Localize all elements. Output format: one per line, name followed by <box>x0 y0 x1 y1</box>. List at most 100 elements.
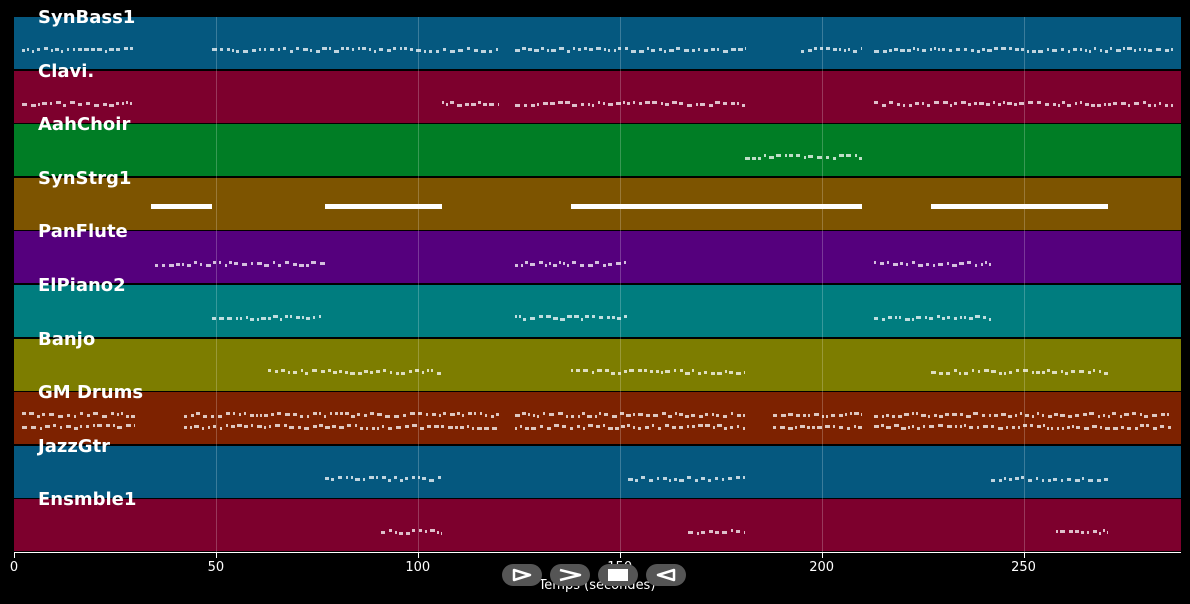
note-mark <box>874 261 877 265</box>
note-mark <box>845 413 848 417</box>
track-synbass1[interactable]: SynBass1 <box>14 7 1181 69</box>
note-mark <box>299 415 303 419</box>
note-mark <box>190 414 194 418</box>
note-mark <box>964 316 967 319</box>
note-mark <box>527 48 532 51</box>
note-mark <box>861 47 862 50</box>
note-mark <box>1023 424 1028 428</box>
track-aahchoir[interactable]: AahChoir <box>14 114 1181 177</box>
note-mark <box>565 415 568 419</box>
note-mark <box>581 412 585 416</box>
note-mark <box>882 103 887 107</box>
note-mark <box>998 427 1004 431</box>
note-mark <box>606 316 610 319</box>
note-mark <box>73 48 76 51</box>
note-mark <box>788 413 794 417</box>
stop-button[interactable] <box>598 564 638 586</box>
note-mark <box>1051 370 1057 374</box>
note-mark <box>986 102 991 106</box>
note-mark <box>1064 371 1068 375</box>
note-mark <box>592 370 595 374</box>
note-mark <box>737 48 743 51</box>
track-banjo[interactable]: Banjo <box>14 329 1181 391</box>
note-mark <box>1092 368 1095 372</box>
track-elpiano2[interactable]: ElPiano2 <box>14 275 1181 337</box>
note-mark <box>725 369 728 373</box>
note-mark <box>514 315 517 318</box>
note-mark <box>417 412 422 416</box>
note-mark <box>402 414 406 418</box>
track-jazzgtr[interactable]: JazzGtr <box>14 436 1181 498</box>
stop-icon <box>608 569 628 581</box>
track-ensmble1[interactable]: Ensmble1 <box>14 489 1181 552</box>
note-mark <box>803 414 807 418</box>
note-mark <box>1046 368 1050 372</box>
note-mark <box>930 48 933 51</box>
note-mark <box>536 102 539 106</box>
note-mark <box>323 415 326 419</box>
note-mark <box>814 47 818 50</box>
note-mark <box>312 368 318 372</box>
note-mark <box>533 49 539 52</box>
x-tick-label: 200 <box>809 560 835 575</box>
note-mark <box>916 316 922 319</box>
note-mark <box>31 426 37 430</box>
note-mark <box>998 371 1002 375</box>
forward-button[interactable] <box>550 564 590 586</box>
note-mark <box>853 50 858 53</box>
x-tick <box>1023 553 1025 558</box>
note-mark <box>947 262 950 266</box>
note-mark <box>268 425 271 429</box>
note-mark <box>53 424 57 428</box>
note-mark <box>338 426 344 430</box>
note-mark <box>480 50 486 53</box>
note-mark <box>339 369 343 373</box>
note-mark <box>939 415 944 419</box>
note-mark <box>211 317 216 320</box>
note-mark <box>912 261 916 265</box>
note-mark <box>594 415 597 419</box>
note-mark <box>201 427 204 431</box>
note-mark <box>1004 476 1007 480</box>
track-clavi-[interactable]: Clavi. <box>14 61 1181 123</box>
note-mark <box>678 478 684 482</box>
note-mark <box>306 415 309 419</box>
note-mark <box>334 412 338 416</box>
note-mark <box>521 47 526 50</box>
note-mark <box>586 415 592 419</box>
note-mark <box>345 47 349 50</box>
note-mark <box>572 47 575 50</box>
note-mark <box>1113 101 1118 105</box>
note-mark <box>922 101 925 105</box>
note-mark <box>1037 100 1042 104</box>
note-mark <box>124 47 129 50</box>
note-mark <box>1165 49 1170 52</box>
note-mark <box>826 47 831 50</box>
note-mark <box>320 262 325 266</box>
note-mark <box>113 424 116 428</box>
note-mark <box>1019 101 1025 105</box>
back-button[interactable] <box>646 564 686 586</box>
play-button[interactable] <box>502 564 542 586</box>
note-mark <box>236 424 242 428</box>
note-mark <box>570 415 574 419</box>
note-mark <box>1008 370 1012 374</box>
note-mark <box>392 47 396 50</box>
note-mark <box>229 261 233 265</box>
note-mark <box>238 413 241 417</box>
note-mark <box>882 415 885 419</box>
track-synstrg1[interactable]: SynStrg1 <box>14 168 1181 230</box>
note-mark <box>1062 427 1065 431</box>
note-mark <box>968 102 972 106</box>
note-mark <box>788 427 794 431</box>
track-gm-drums[interactable]: GM Drums <box>14 382 1181 445</box>
note-mark <box>812 426 816 430</box>
note-mark <box>471 427 474 431</box>
note-mark <box>1012 426 1016 430</box>
note-mark <box>193 425 199 429</box>
note-mark <box>530 103 535 107</box>
track-panflute[interactable]: PanFlute <box>14 221 1181 284</box>
note-mark <box>947 316 951 319</box>
note-segment <box>571 203 862 209</box>
note-mark <box>731 529 734 533</box>
